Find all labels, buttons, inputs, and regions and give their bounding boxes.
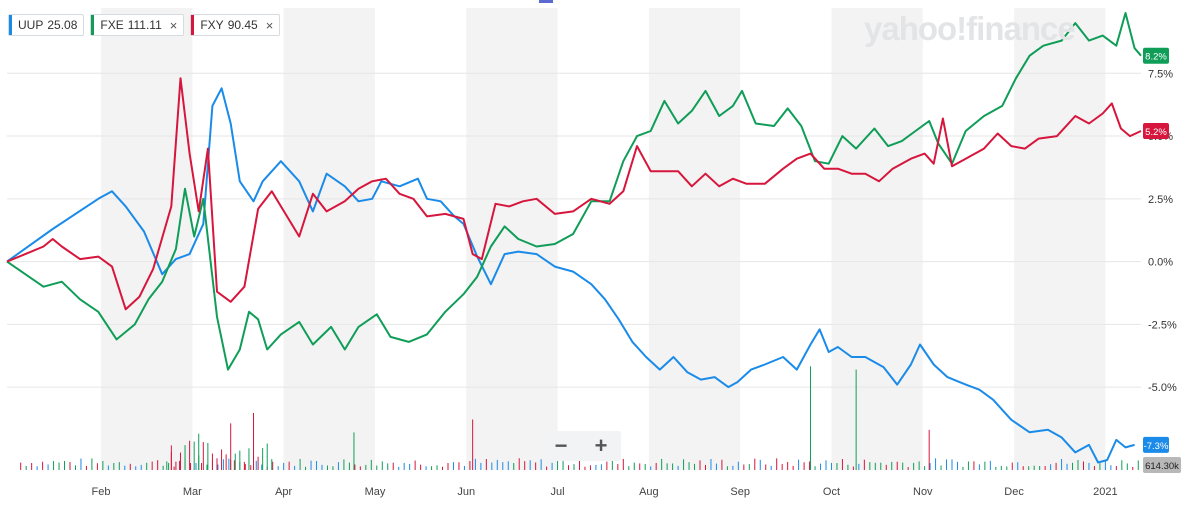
x-tick-label: Jul xyxy=(551,486,565,498)
range-indicator xyxy=(539,0,553,3)
legend-chip-fxe[interactable]: FXE 111.11 × xyxy=(90,14,185,36)
zoom-in-button[interactable]: + xyxy=(594,433,608,458)
month-band xyxy=(831,8,923,470)
y-tick-label: 0.0% xyxy=(1148,257,1173,269)
yahoo-finance-watermark: yahoo!finance xyxy=(864,10,1076,47)
legend-ticker: FXY xyxy=(200,18,224,32)
zoom-out-button[interactable]: − xyxy=(554,433,568,458)
x-tick-label: Jun xyxy=(457,486,475,498)
y-tick-label: 2.5% xyxy=(1148,194,1173,206)
close-icon[interactable]: × xyxy=(265,17,274,33)
month-band xyxy=(466,8,558,470)
legend: UUP 25.08 FXE 111.11 × FXY 90.45 × xyxy=(8,14,281,36)
x-tick-label: Nov xyxy=(913,486,933,498)
zoom-controls: − + xyxy=(541,431,621,461)
x-tick-label: Oct xyxy=(823,486,840,498)
close-icon[interactable]: × xyxy=(169,17,178,33)
month-band xyxy=(1014,8,1106,470)
legend-color-bar-fxe xyxy=(91,15,95,35)
y-tick-label: -2.5% xyxy=(1148,319,1177,331)
legend-value: 90.45 xyxy=(227,18,258,32)
legend-ticker: FXE xyxy=(100,18,124,32)
last-value-badge xyxy=(1143,47,1169,64)
volume-badge xyxy=(1143,457,1181,473)
last-value-badge xyxy=(1143,436,1169,453)
legend-value: 25.08 xyxy=(47,18,78,32)
legend-color-bar-fxy xyxy=(191,15,195,35)
y-tick-label: 7.5% xyxy=(1148,68,1173,80)
series-line-uup[interactable] xyxy=(6,87,1135,464)
last-value-label: 5.2% xyxy=(1145,127,1167,138)
x-tick-label: Sep xyxy=(730,486,750,498)
x-tick-label: May xyxy=(365,486,386,498)
legend-color-bar-uup xyxy=(9,15,12,35)
month-band xyxy=(283,8,375,470)
x-tick-label: Apr xyxy=(275,486,292,498)
legend-ticker: UUP xyxy=(18,18,44,32)
x-tick-label: 2021 xyxy=(1093,486,1117,498)
series-line-fxy[interactable] xyxy=(6,77,1142,311)
last-value-label: 8.2% xyxy=(1145,52,1167,63)
volume-label: 614.30k xyxy=(1145,461,1179,472)
month-band xyxy=(648,8,741,470)
x-tick-label: Dec xyxy=(1004,486,1024,498)
x-tick-label: Mar xyxy=(183,486,202,498)
legend-chip-uup[interactable]: UUP 25.08 xyxy=(8,14,85,36)
x-tick-label: Feb xyxy=(92,486,111,498)
legend-chip-fxy[interactable]: FXY 90.45 × xyxy=(190,14,281,36)
y-tick-label: -5.0% xyxy=(1148,382,1177,394)
x-tick-label: Aug xyxy=(639,486,659,498)
last-value-badge xyxy=(1143,123,1169,140)
legend-value: 111.11 xyxy=(127,18,162,32)
last-value-label: -7.3% xyxy=(1144,441,1169,452)
